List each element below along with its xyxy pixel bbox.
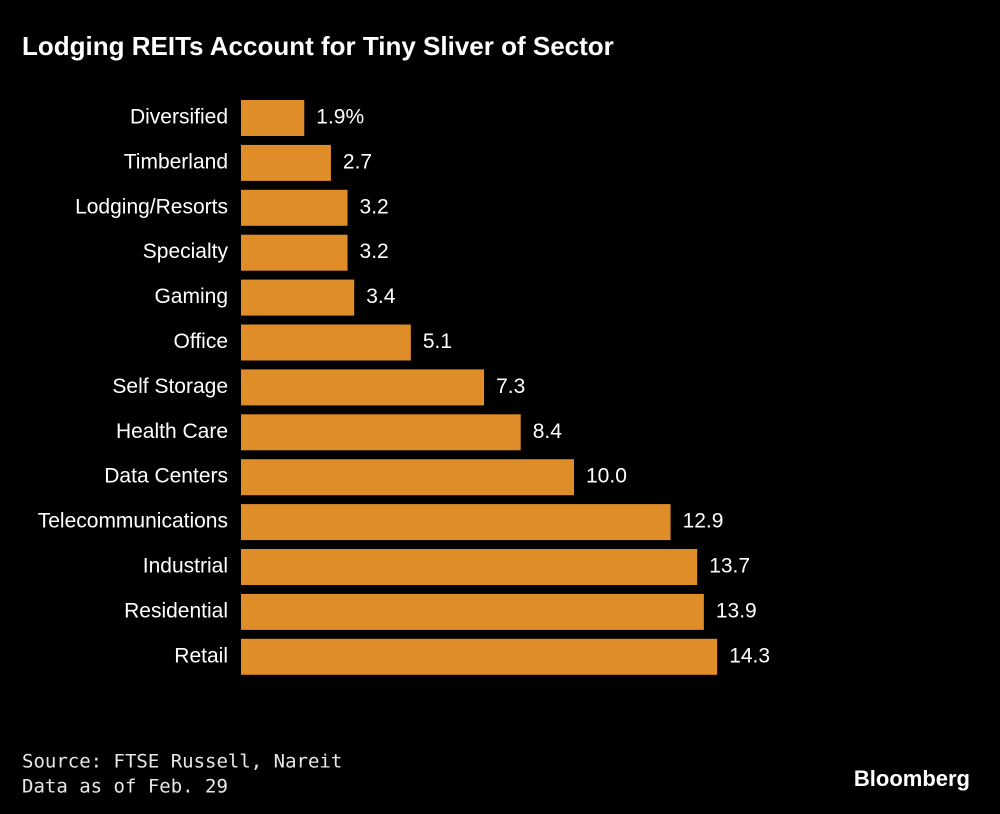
category-label: Health Care (116, 420, 228, 443)
value-label: 13.7 (709, 555, 750, 578)
category-label: Gaming (154, 285, 228, 308)
bar (241, 638, 718, 675)
category-label: Retail (174, 644, 228, 667)
value-label: 12.9 (683, 510, 724, 533)
value-label: 3.4 (366, 285, 396, 308)
value-label: 8.4 (533, 420, 563, 443)
category-label: Self Storage (112, 375, 228, 398)
bar (241, 100, 305, 136)
category-label: Lodging/Resorts (75, 195, 228, 218)
note: Data as of Feb. 29 (22, 776, 228, 798)
bar (241, 593, 704, 630)
category-label: Timberland (124, 150, 228, 173)
bar (241, 414, 521, 451)
brand: Bloomberg (854, 766, 970, 791)
value-label: 3.2 (360, 240, 389, 263)
category-label: Office (174, 330, 228, 353)
value-label: 5.1 (423, 330, 452, 353)
value-label: 1.9% (316, 106, 364, 129)
category-label: Data Centers (104, 465, 228, 488)
category-label: Residential (124, 599, 228, 622)
value-label: 14.3 (729, 644, 770, 667)
chart-title: Lodging REITs Account for Tiny Sliver of… (22, 31, 614, 61)
value-label: 2.7 (343, 150, 372, 173)
bar (241, 504, 671, 541)
bar (241, 144, 331, 181)
category-label: Specialty (143, 240, 229, 263)
bar (241, 234, 348, 271)
source: Source: FTSE Russell, Nareit (22, 751, 342, 773)
category-label: Diversified (130, 106, 228, 129)
bar (241, 549, 698, 585)
value-label: 13.9 (716, 599, 757, 622)
bar (241, 459, 574, 496)
bar (241, 369, 485, 406)
category-label: Industrial (143, 555, 228, 578)
category-label: Telecommunications (38, 510, 228, 533)
value-label: 10.0 (586, 465, 627, 488)
bar (241, 189, 348, 226)
bar (241, 324, 411, 361)
value-label: 7.3 (496, 375, 525, 398)
bar (241, 279, 355, 316)
value-label: 3.2 (360, 195, 389, 218)
